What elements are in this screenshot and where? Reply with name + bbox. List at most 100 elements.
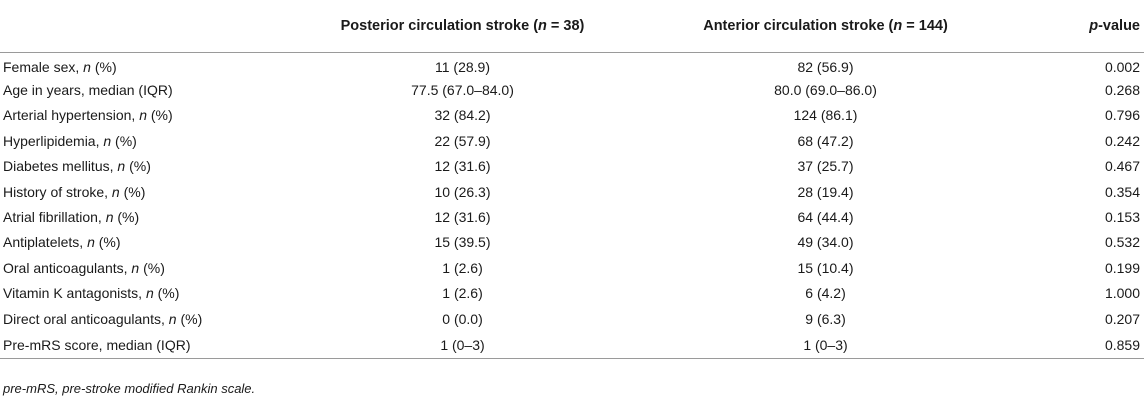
- table-body: Female sex, n (%) 11 (28.9) 82 (56.9) 0.002…: [0, 52, 1144, 360]
- p-value: 0.467: [1104, 158, 1140, 175]
- posterior-value: 10 (26.3): [434, 183, 491, 200]
- row-label-n: n: [111, 183, 120, 200]
- p-value: 0.354: [1104, 183, 1140, 200]
- p-value: 1.000: [1104, 285, 1140, 302]
- p-value: 0.796: [1104, 107, 1140, 124]
- p-value: 0.242: [1104, 132, 1140, 149]
- table-row: Arterial hypertension, n (%) 32 (84.2) 124…: [0, 103, 1144, 128]
- header-pvalue-p: p: [1089, 17, 1099, 34]
- row-label-unit: (%): [111, 132, 137, 149]
- row-label: Oral anticoagulants, n (%): [0, 255, 290, 280]
- row-label: Pre-mRS score, median (IQR): [0, 331, 290, 360]
- row-label-unit: (%): [94, 234, 121, 251]
- row-label: Hyperlipidemia, n (%): [0, 128, 290, 153]
- row-label-unit: (%): [153, 285, 180, 302]
- row-label-n: n: [83, 58, 91, 75]
- header-anterior-count: = 144): [902, 17, 948, 34]
- row-label-unit: (%): [125, 158, 151, 175]
- row-label-n: n: [168, 310, 177, 327]
- table-row: Direct oral anticoagulants, n (%) 0 (0.0)…: [0, 306, 1144, 331]
- row-label-text: Atrial fibrillation,: [3, 209, 106, 226]
- row-label-text: Female sex,: [3, 58, 84, 75]
- posterior-value: 15 (39.5): [434, 234, 491, 251]
- table-row: Hyperlipidemia, n (%) 22 (57.9) 68 (47.2) 0…: [0, 128, 1144, 153]
- anterior-value: 9 (6.3): [805, 310, 846, 327]
- row-label: Age in years, median (IQR): [0, 77, 290, 102]
- posterior-value: 1 (2.6): [442, 259, 483, 276]
- anterior-value: 28 (19.4): [797, 183, 854, 200]
- anterior-value: 82 (56.9): [797, 58, 854, 75]
- header-row: Posterior circulation stroke (n = 38) An…: [0, 0, 1144, 53]
- header-anterior-n: n: [893, 17, 903, 34]
- row-label-n: n: [145, 285, 154, 302]
- posterior-value: 77.5 (67.0–84.0): [411, 82, 514, 99]
- row-label-text: Pre-mRS score, median (IQR): [3, 336, 191, 353]
- posterior-value: 32 (84.2): [434, 107, 491, 124]
- row-label-text: Oral anticoagulants,: [3, 259, 132, 276]
- header-pvalue-text: -value: [1098, 17, 1140, 34]
- header-pvalue: p-value: [1016, 0, 1144, 53]
- row-label: Female sex, n (%): [0, 52, 290, 77]
- row-label-text: Age in years, median (IQR): [3, 82, 173, 99]
- posterior-value: 12 (31.6): [434, 209, 491, 226]
- posterior-value: 1 (2.6): [442, 285, 483, 302]
- anterior-value: 80.0 (69.0–86.0): [774, 82, 877, 99]
- anterior-value: 124 (86.1): [793, 107, 858, 124]
- p-value: 0.859: [1016, 331, 1144, 360]
- p-value: 0.207: [1104, 310, 1140, 327]
- row-label: Antiplatelets, n (%): [0, 230, 290, 255]
- row-label-text: Antiplatelets,: [3, 234, 88, 251]
- row-label-text: Arterial hypertension,: [3, 107, 140, 124]
- table-row: Age in years, median (IQR) 77.5 (67.0–84.…: [0, 77, 1144, 102]
- row-label-unit: (%): [146, 107, 173, 124]
- row-label-text: Hyperlipidemia,: [3, 132, 104, 149]
- table-row: Antiplatelets, n (%) 15 (39.5) 49 (34.0) 0.…: [0, 230, 1144, 255]
- row-label: Vitamin K antagonists, n (%): [0, 281, 290, 306]
- table-row: Atrial fibrillation, n (%) 12 (31.6) 64 (4…: [0, 204, 1144, 229]
- row-label-unit: (%): [90, 58, 117, 75]
- row-label-n: n: [131, 259, 140, 276]
- header-posterior-count: = 38): [546, 17, 585, 34]
- table-footnote: pre-mRS, pre-stroke modified Rankin scal…: [3, 381, 256, 396]
- table-row: Female sex, n (%) 11 (28.9) 82 (56.9) 0.002: [0, 52, 1144, 77]
- row-label-text: Direct oral anticoagulants,: [3, 310, 169, 327]
- p-value: 0.153: [1104, 209, 1140, 226]
- row-label: History of stroke, n (%): [0, 179, 290, 204]
- table-row: Oral anticoagulants, n (%) 1 (2.6) 15 (10.…: [0, 255, 1144, 280]
- anterior-value: 1 (0–3): [635, 331, 1016, 360]
- header-anterior-text: Anterior circulation stroke (: [703, 17, 894, 34]
- row-label: Direct oral anticoagulants, n (%): [0, 306, 290, 331]
- posterior-value: 22 (57.9): [434, 132, 491, 149]
- anterior-value: 49 (34.0): [797, 234, 854, 251]
- anterior-value: 15 (10.4): [797, 259, 854, 276]
- row-label-unit: (%): [139, 259, 165, 276]
- header-posterior-text: Posterior circulation stroke (: [340, 17, 539, 34]
- posterior-value: 0 (0.0): [442, 310, 483, 327]
- header-blank: [0, 0, 290, 53]
- row-label-n: n: [87, 234, 95, 251]
- row-label-unit: (%): [113, 209, 140, 226]
- row-label-text: Diabetes mellitus,: [3, 158, 118, 175]
- p-value: 0.268: [1104, 82, 1140, 99]
- table-row: Pre-mRS score, median (IQR) 1 (0–3) 1 (0–3…: [0, 331, 1144, 360]
- row-label: Atrial fibrillation, n (%): [0, 204, 290, 229]
- row-label-unit: (%): [119, 183, 146, 200]
- row-label-n: n: [103, 132, 112, 149]
- posterior-value: 11 (28.9): [435, 58, 490, 75]
- p-value: 0.002: [1104, 58, 1140, 75]
- row-label: Arterial hypertension, n (%): [0, 103, 290, 128]
- row-label-text: History of stroke,: [3, 183, 112, 200]
- header-anterior: Anterior circulation stroke (n = 144): [635, 0, 1016, 53]
- row-label-n: n: [139, 107, 147, 124]
- posterior-value: 12 (31.6): [434, 158, 491, 175]
- row-label-n: n: [117, 158, 126, 175]
- row-label-text: Vitamin K antagonists,: [3, 285, 146, 302]
- row-label: Diabetes mellitus, n (%): [0, 154, 290, 179]
- table-row: Vitamin K antagonists, n (%) 1 (2.6) 6 (4.…: [0, 281, 1144, 306]
- header-posterior-n: n: [538, 17, 547, 34]
- table-row: History of stroke, n (%) 10 (26.3) 28 (19.…: [0, 179, 1144, 204]
- table-header: Posterior circulation stroke (n = 38) An…: [0, 0, 1144, 53]
- p-value: 0.199: [1104, 259, 1140, 276]
- anterior-value: 6 (4.2): [805, 285, 846, 302]
